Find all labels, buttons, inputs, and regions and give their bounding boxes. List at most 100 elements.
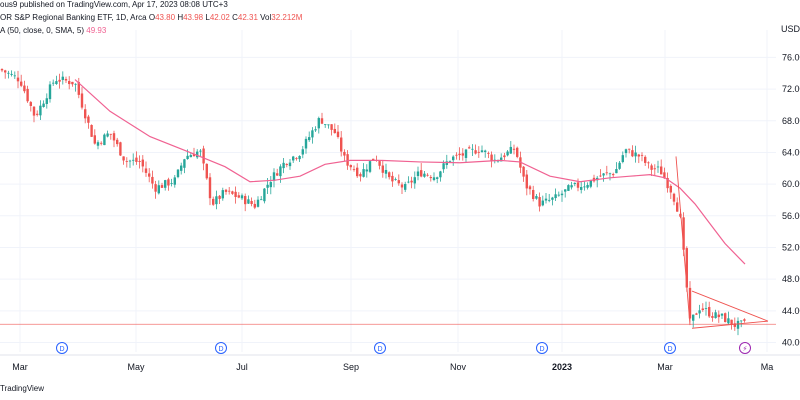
dividend-badge-label: D <box>539 346 544 353</box>
candle-body <box>532 189 535 200</box>
candle-body <box>608 173 612 175</box>
candle-body <box>279 166 282 177</box>
candle-body <box>733 323 736 327</box>
candle-body <box>564 189 567 192</box>
y-tick-label: 64.00 <box>782 147 800 157</box>
candle-body <box>378 161 381 166</box>
candle-body <box>234 191 237 198</box>
candle-body <box>23 85 26 92</box>
candle-body <box>724 313 727 323</box>
candle-body <box>528 186 532 190</box>
candle-body <box>186 155 189 160</box>
candle-body <box>282 162 285 169</box>
candle-body <box>266 184 269 188</box>
candle-body <box>244 196 247 205</box>
candle-body <box>503 155 506 158</box>
candle-body <box>413 177 416 184</box>
candle-body <box>7 72 10 74</box>
candle-body <box>714 312 717 319</box>
candle-body <box>439 171 442 178</box>
dividend-badge[interactable] <box>215 342 227 354</box>
flash-badge[interactable] <box>739 342 751 354</box>
symbol-legend[interactable]: OR S&P Regional Banking ETF, 1D, Arca O4… <box>0 13 302 22</box>
candle-body <box>487 152 490 154</box>
candle-body <box>426 174 429 176</box>
x-tick-label: Sep <box>343 362 359 372</box>
candle-body <box>196 151 199 158</box>
dividend-badge[interactable] <box>536 342 548 354</box>
candle-body <box>701 308 704 310</box>
candle-body <box>442 163 445 170</box>
candle-body <box>589 180 592 187</box>
candle-body <box>682 217 685 250</box>
candle-body <box>554 194 557 199</box>
candle-body <box>647 162 650 164</box>
y-tick-label: 76.00 <box>782 52 800 62</box>
candle-body <box>228 190 231 192</box>
candle-body <box>343 151 346 156</box>
candle-body <box>634 152 637 157</box>
x-tick-label: May <box>127 362 145 372</box>
candle-body <box>13 75 16 77</box>
candle-body <box>218 195 221 199</box>
candle-body <box>340 137 343 152</box>
candle-body <box>720 313 724 316</box>
candle-body <box>730 319 733 325</box>
candle-body <box>100 142 103 144</box>
candle-body <box>39 105 42 116</box>
dividend-badge[interactable] <box>56 342 68 354</box>
volume-label: Vol <box>260 13 272 22</box>
candle-body <box>676 202 679 212</box>
candle-body <box>640 154 644 156</box>
candle-body <box>247 199 250 204</box>
x-tick-label: Jul <box>236 362 248 372</box>
candle-body <box>541 200 544 206</box>
candle-body <box>93 135 96 144</box>
candle-body <box>397 180 400 184</box>
candle-body <box>330 124 333 130</box>
candle-body <box>183 159 186 168</box>
candle-body <box>468 147 471 149</box>
ma-legend[interactable]: A (50, close, 0, SMA, 5) 49.93 <box>0 26 106 35</box>
dividend-badge[interactable] <box>664 342 676 354</box>
candle-body <box>560 193 564 196</box>
dividend-badge-label: D <box>59 346 64 353</box>
y-tick-label: 44.00 <box>782 306 800 316</box>
candle-body <box>272 172 276 181</box>
candle-body <box>295 158 298 160</box>
candle-body <box>106 133 109 137</box>
candle-body <box>599 175 602 177</box>
candle-body <box>48 84 52 100</box>
candle-body <box>573 182 576 184</box>
candle-body <box>704 308 708 309</box>
candle-body <box>365 169 368 172</box>
y-tick-label: 60.00 <box>782 179 800 189</box>
x-tick-label: Mar <box>657 362 673 372</box>
candle-body <box>736 320 740 329</box>
candle-body <box>352 169 356 170</box>
candle-body <box>400 184 404 188</box>
candle-body <box>727 318 730 324</box>
y-tick-label: 72.00 <box>782 84 800 94</box>
candle-body <box>548 199 551 201</box>
candle-body <box>615 169 618 174</box>
candle-body <box>692 314 695 321</box>
dividend-badge[interactable] <box>374 342 386 354</box>
candle-body <box>544 198 548 201</box>
candle-body <box>436 177 439 179</box>
candle-body <box>317 118 320 129</box>
open-value: 43.80 <box>155 13 176 22</box>
candle-body <box>740 320 743 322</box>
candle-body <box>490 154 493 161</box>
candle-body <box>263 188 266 202</box>
candle-body <box>660 166 663 175</box>
candle-body <box>202 148 205 164</box>
candle-body <box>698 310 701 314</box>
candle-body <box>672 193 676 202</box>
candle-body <box>231 191 234 194</box>
symbol-title: OR S&P Regional Banking ETF, 1D, Arca <box>0 13 147 22</box>
candle-body <box>128 160 132 162</box>
candle-body <box>624 149 628 154</box>
candle-body <box>32 106 36 116</box>
